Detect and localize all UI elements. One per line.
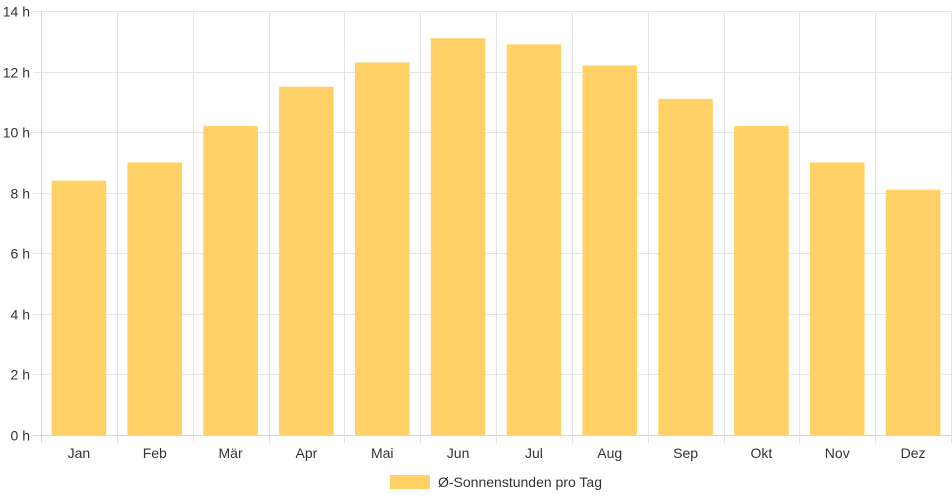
x-tick-label: Jun <box>447 445 470 461</box>
y-tick-label: 12 h <box>3 65 30 81</box>
x-tick-label: Dez <box>901 445 926 461</box>
y-tick-label: 4 h <box>11 307 30 323</box>
x-tick-label: Okt <box>751 445 773 461</box>
y-tick-label: 8 h <box>11 186 30 202</box>
bar-mai[interactable] <box>354 62 410 435</box>
legend[interactable]: Ø-Sonnenstunden pro Tag <box>390 474 602 490</box>
x-tick-label: Sep <box>673 445 698 461</box>
x-tick-label: Mär <box>219 445 243 461</box>
legend-swatch[interactable] <box>390 475 431 489</box>
x-tick-label: Aug <box>597 445 622 461</box>
bar-aug[interactable] <box>582 65 638 435</box>
y-tick-label: 14 h <box>3 4 30 20</box>
bar-nov[interactable] <box>809 162 865 435</box>
x-tick-label: Jan <box>68 445 91 461</box>
bar-jun[interactable] <box>430 38 486 435</box>
y-tick-label: 10 h <box>3 125 30 141</box>
bar-jan[interactable] <box>51 180 107 435</box>
bar-sep[interactable] <box>658 98 713 435</box>
y-tick-label: 6 h <box>11 246 30 262</box>
bar-apr[interactable] <box>279 86 334 435</box>
grid <box>33 11 952 443</box>
bar-okt[interactable] <box>734 126 789 435</box>
bar-feb[interactable] <box>127 162 183 435</box>
x-tick-label: Nov <box>825 445 850 461</box>
x-tick-label: Feb <box>143 445 167 461</box>
y-tick-label: 2 h <box>11 367 30 383</box>
bar-jul[interactable] <box>506 44 562 436</box>
x-tick-label: Mai <box>371 445 394 461</box>
y-tick-label: 0 h <box>11 428 30 444</box>
x-tick-label: Apr <box>296 445 318 461</box>
bars <box>51 38 941 436</box>
legend-label[interactable]: Ø-Sonnenstunden pro Tag <box>438 474 602 490</box>
x-tick-label: Jul <box>525 445 543 461</box>
bar-dez[interactable] <box>885 189 941 435</box>
axes: 0 h 2 h 4 h 6 h 8 h 10 h 12 h 14 h Jan Feb Mär Apr M… <box>3 4 926 462</box>
bar-mär[interactable] <box>203 126 258 435</box>
